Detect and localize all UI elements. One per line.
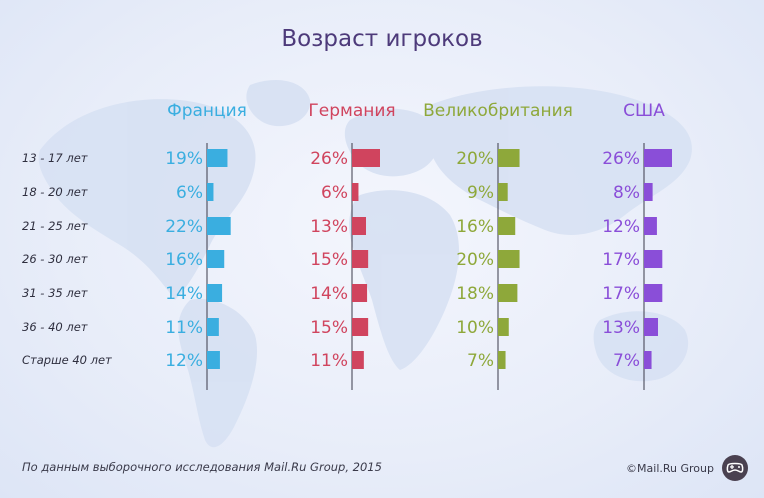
bar: [498, 318, 509, 336]
value-label: 8%: [613, 183, 640, 203]
value-label: 26%: [310, 149, 348, 169]
bar: [207, 217, 231, 235]
bar: [352, 351, 364, 369]
value-label: 20%: [456, 149, 494, 169]
value-label: 22%: [165, 217, 203, 237]
bar: [644, 149, 672, 167]
age-label: 31 - 35 лет: [22, 286, 88, 300]
value-label: 12%: [602, 217, 640, 237]
bar: [207, 284, 223, 302]
value-label: 15%: [310, 318, 348, 338]
value-label: 10%: [456, 318, 494, 338]
gamepad-icon: [722, 455, 748, 481]
country-header-germany: Германия: [308, 101, 396, 121]
bar: [644, 250, 663, 268]
country-header-france: Франция: [167, 101, 247, 121]
bar: [352, 250, 369, 268]
value-label: 12%: [165, 351, 203, 371]
bar: [207, 318, 219, 336]
bar: [352, 318, 369, 336]
age-label: 21 - 25 лет: [22, 219, 88, 233]
value-label: 16%: [456, 217, 494, 237]
south-america-shape: [178, 299, 258, 448]
bar: [207, 149, 228, 167]
age-label: 18 - 20 лет: [22, 185, 88, 199]
age-label: Старше 40 лет: [22, 353, 112, 367]
value-label: 19%: [165, 149, 203, 169]
bar: [352, 217, 366, 235]
value-label: 6%: [176, 183, 203, 203]
bar: [498, 351, 506, 369]
bar: [207, 183, 214, 201]
chart-title: Возраст игроков: [281, 26, 483, 52]
age-label: 26 - 30 лет: [22, 252, 88, 266]
country-header-uk: Великобритания: [423, 101, 573, 121]
bar: [352, 284, 368, 302]
bar: [644, 217, 657, 235]
value-label: 14%: [310, 284, 348, 304]
value-label: 26%: [602, 149, 640, 169]
australia-shape: [593, 311, 689, 382]
north-america-shape: [38, 99, 256, 300]
value-label: 13%: [602, 318, 640, 338]
value-label: 14%: [165, 284, 203, 304]
value-label: 9%: [467, 183, 494, 203]
africa-shape: [349, 190, 460, 370]
bar: [644, 183, 653, 201]
value-label: 18%: [456, 284, 494, 304]
bar: [498, 284, 518, 302]
value-label: 17%: [602, 250, 640, 270]
age-label: 36 - 40 лет: [22, 320, 88, 334]
value-label: 16%: [165, 250, 203, 270]
age-label: 13 - 17 лет: [22, 151, 88, 165]
bar: [498, 183, 508, 201]
mailru-logo-text: ©Mail.Ru Group: [626, 462, 714, 475]
bar: [498, 217, 516, 235]
value-label: 20%: [456, 250, 494, 270]
bar: [644, 318, 658, 336]
bar: [498, 250, 520, 268]
bar: [644, 284, 663, 302]
source-note: По данным выборочного исследования Mail.…: [22, 460, 382, 474]
bar: [207, 351, 220, 369]
bar: [498, 149, 520, 167]
value-label: 6%: [321, 183, 348, 203]
bar: [352, 183, 359, 201]
bar: [207, 250, 225, 268]
country-header-usa: США: [623, 101, 665, 121]
asia-shape: [424, 86, 692, 235]
greenland-shape: [246, 80, 311, 127]
value-label: 11%: [310, 351, 348, 371]
value-label: 13%: [310, 217, 348, 237]
value-label: 15%: [310, 250, 348, 270]
value-label: 17%: [602, 284, 640, 304]
value-label: 11%: [165, 318, 203, 338]
bar: [352, 149, 380, 167]
value-label: 7%: [467, 351, 494, 371]
bar: [644, 351, 652, 369]
value-label: 7%: [613, 351, 640, 371]
